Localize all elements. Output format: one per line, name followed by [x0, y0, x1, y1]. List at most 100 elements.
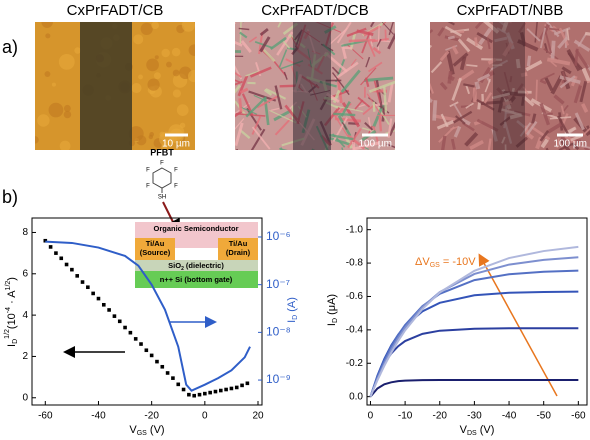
texture: [432, 100, 438, 121]
texture: [523, 96, 535, 107]
texture: [483, 22, 500, 34]
texture: [525, 120, 538, 136]
texture: [381, 103, 386, 122]
x-axis-label: VGS (V): [129, 424, 164, 437]
texture: [553, 94, 565, 105]
texture: [172, 89, 182, 98]
texture: [439, 81, 448, 91]
texture: [365, 56, 371, 68]
text-part: SiO: [168, 261, 181, 270]
texture: [245, 96, 267, 118]
layer-label: n++ Si (bottom gate): [160, 275, 233, 284]
texture: [546, 57, 571, 66]
texture: [235, 80, 243, 86]
texture: [453, 125, 462, 138]
texture: [238, 27, 250, 31]
texture: [539, 130, 550, 142]
texture: [493, 22, 525, 150]
texture: [501, 108, 522, 117]
texture: [235, 50, 242, 54]
texture: [430, 98, 433, 103]
series-line: [369, 327, 579, 397]
texture: [539, 27, 547, 49]
marker: [80, 280, 85, 284]
x-tick-label: -60: [38, 411, 53, 422]
texture: [347, 127, 362, 149]
texture: [476, 118, 499, 132]
y-tick-label: -1.0: [346, 224, 364, 235]
texture: [474, 81, 481, 90]
texture: [445, 50, 455, 75]
texture: [235, 109, 245, 118]
texture: [445, 44, 458, 51]
texture: [278, 49, 288, 68]
texture: [387, 118, 393, 138]
texture: [340, 69, 361, 94]
marker: [54, 251, 58, 255]
texture: [447, 22, 455, 26]
texture: [393, 149, 395, 150]
texture: [430, 83, 435, 94]
texture: [526, 55, 532, 67]
annotation: ΔVGS = -10V: [415, 256, 476, 269]
texture: [373, 80, 381, 103]
texture: [239, 22, 242, 45]
x-tick-label: 0: [368, 411, 374, 422]
marker: [43, 238, 48, 243]
plot-frame: [31, 217, 263, 406]
texture: [248, 36, 258, 43]
benzene-ring: [152, 167, 172, 189]
texture: [378, 116, 383, 132]
drain-electrode: [218, 238, 258, 260]
y-tick-label: 6: [22, 268, 28, 279]
texture: [463, 83, 475, 88]
image-title: CxPrFADT/CB: [67, 2, 164, 19]
texture: [476, 31, 493, 44]
texture: [544, 77, 554, 92]
texture: [579, 80, 588, 103]
texture: [502, 41, 514, 57]
texture: [496, 87, 509, 101]
texture: [550, 60, 558, 68]
texture: [556, 115, 571, 138]
texture: [583, 146, 590, 150]
texture: [147, 78, 160, 91]
texture: [466, 64, 478, 67]
marker: [91, 291, 95, 296]
texture: [293, 22, 331, 150]
texture: [171, 47, 181, 57]
texture: [466, 37, 484, 50]
micrograph: [35, 22, 195, 150]
texture: [154, 55, 159, 60]
texture: [277, 22, 282, 28]
texture: [364, 77, 370, 88]
marker: [218, 388, 223, 393]
texture: [181, 22, 195, 32]
texture: [509, 75, 513, 83]
texture: [161, 48, 170, 58]
marker: [160, 364, 165, 369]
texture: [487, 57, 497, 65]
marker: [86, 285, 90, 290]
x-tick-label: -60: [571, 411, 586, 422]
texture: [386, 143, 395, 149]
text-part: V: [129, 424, 137, 436]
texture: [347, 134, 366, 150]
texture: [235, 49, 239, 53]
texture: [558, 27, 570, 46]
texture: [465, 102, 474, 109]
texture: [172, 69, 180, 77]
texture: [562, 104, 569, 112]
texture: [566, 28, 570, 41]
marker: [224, 387, 228, 392]
texture: [387, 32, 395, 50]
texture: [550, 75, 564, 95]
texture: [235, 113, 266, 117]
x-tick-label: 0: [202, 411, 208, 422]
texture: [251, 126, 271, 150]
atom: F: [160, 161, 164, 167]
image-title: CxPrFADT/DCB: [261, 2, 369, 19]
texture: [496, 27, 507, 34]
texture: [525, 60, 543, 72]
